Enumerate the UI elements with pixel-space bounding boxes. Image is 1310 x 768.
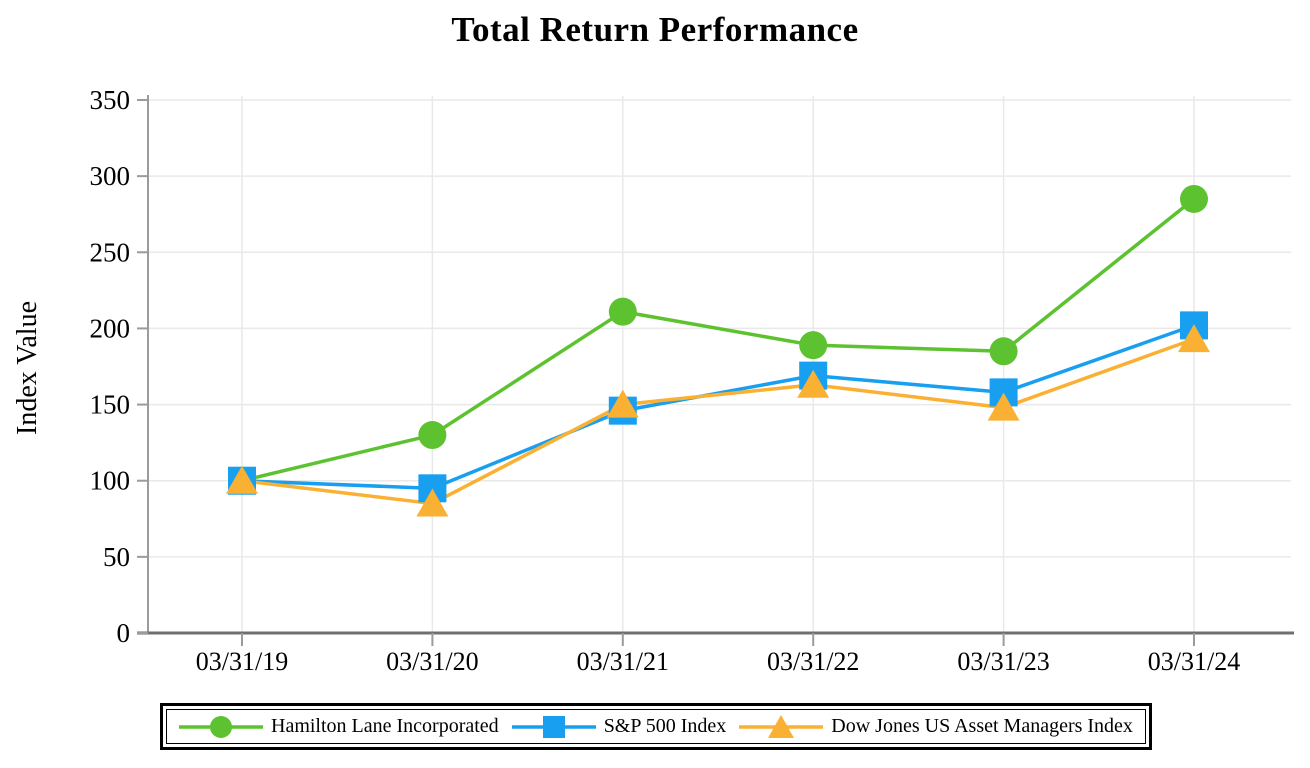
x-tick-label: 03/31/19 [196, 647, 288, 676]
marker-circle-hamilton-lane-incorporated [418, 421, 447, 450]
x-tick-label: 03/31/21 [577, 647, 669, 676]
marker-circle-hamilton-lane-incorporated [799, 331, 828, 360]
x-tick-label: 03/31/23 [957, 647, 1049, 676]
legend-square-marker-icon [511, 713, 596, 741]
x-tick-label: 03/31/20 [386, 647, 478, 676]
legend-entry-sp500: S&P 500 Index [511, 713, 727, 741]
series-line-s-p-500-index [241, 323, 1195, 491]
marker-circle-hamilton-lane-incorporated [989, 337, 1018, 366]
marker-triangle-dow-jones-us-asset-managers-index [226, 465, 258, 494]
y-tick-label: 50 [103, 542, 130, 572]
y-tick-label: 350 [90, 85, 131, 115]
series-line-dow-jones-us-asset-managers-index [241, 337, 1195, 506]
legend-entry-hamilton-lane: Hamilton Lane Incorporated [179, 713, 499, 741]
marker-circle-hamilton-lane-incorporated [1180, 184, 1208, 213]
marker-triangle-dow-jones-us-asset-managers-index [987, 392, 1020, 421]
legend-label: Hamilton Lane Incorporated [271, 715, 499, 737]
y-tick-label: 100 [90, 466, 131, 496]
legend-label: Dow Jones US Asset Managers Index [831, 715, 1133, 737]
marker-triangle-dow-jones-us-asset-managers-index [1178, 324, 1210, 353]
chart-title: Total Return Performance [451, 10, 859, 49]
marker-triangle-dow-jones-us-asset-managers-index [416, 488, 449, 517]
x-tick-label: 03/31/24 [1148, 647, 1240, 676]
marker-triangle-dow-jones-us-asset-managers-index [606, 389, 639, 418]
y-tick-label: 150 [90, 390, 131, 420]
line-chart-plot: 0 50 100 150 200 250 300 350 03/31/19 03/31/20 03/… [90, 85, 1294, 676]
y-tick-label: 0 [117, 618, 131, 648]
x-tick-label: 03/31/22 [767, 647, 859, 676]
legend-label: S&P 500 Index [603, 715, 727, 737]
legend-circle-marker-icon [179, 713, 263, 741]
legend-box: Hamilton Lane Incorporated S&P 500 Index… [160, 703, 1152, 750]
y-tick-label: 200 [90, 313, 131, 343]
y-tick-label: 250 [90, 237, 131, 267]
legend-entry-dj-asset-managers: Dow Jones US Asset Managers Index [739, 713, 1133, 741]
y-tick-label: 300 [90, 161, 131, 191]
marker-triangle-dow-jones-us-asset-managers-index [797, 369, 830, 398]
legend-triangle-marker-icon [739, 713, 824, 741]
marker-circle-hamilton-lane-incorporated [608, 297, 637, 326]
series-line-hamilton-lane-incorporated [241, 197, 1196, 483]
